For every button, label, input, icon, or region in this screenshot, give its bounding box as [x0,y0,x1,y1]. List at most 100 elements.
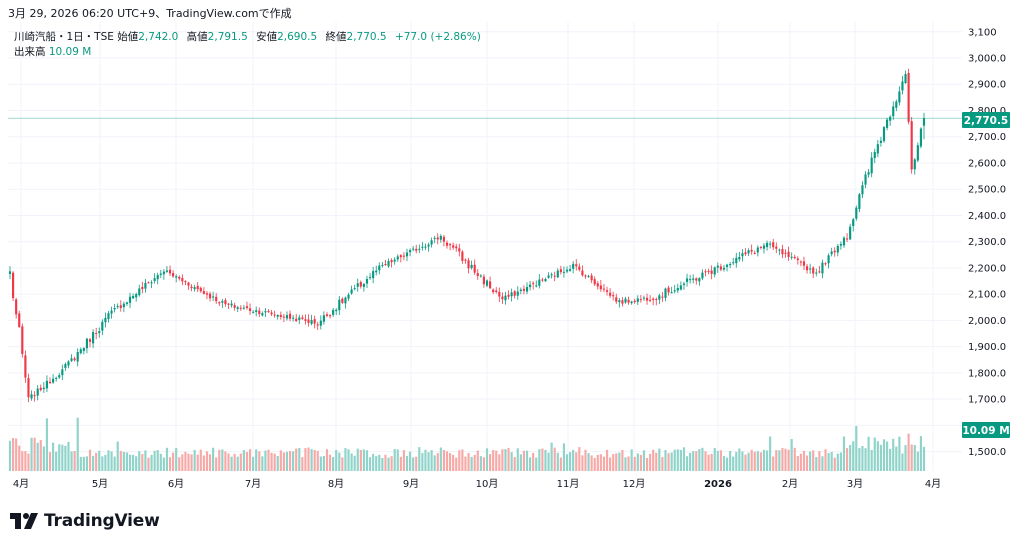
candle-body [922,118,926,126]
candle-body [889,116,892,121]
brand-footer[interactable]: TradingView [10,510,160,532]
candle-body [110,310,113,314]
volume-bar [910,444,913,471]
candle-body [162,271,165,275]
volume-bar [122,452,125,471]
candle-body [36,388,39,396]
volume-bar [393,449,396,471]
volume-bar [30,437,33,471]
candle-body [196,285,199,290]
time-tick-label: 6月 [168,478,184,490]
volume-bar [224,451,227,471]
volume-bar [408,451,412,471]
candle-body [544,279,547,282]
candle-body [793,256,796,259]
volume-bar [162,457,165,471]
volume-bar [325,449,329,471]
volume-bar [759,452,762,471]
candle-body [710,270,713,274]
brand-name: TradingView [44,511,160,531]
candle-body [455,246,458,249]
volume-bar [741,451,744,471]
volume-bars [8,417,926,471]
candle-body [529,284,532,288]
volume-bar [248,449,252,471]
candle-body [485,280,489,286]
candle-body [316,324,319,326]
volume-bar [92,455,95,471]
volume-bar [796,456,799,471]
candle-body [153,278,156,282]
volume-bar [532,452,535,471]
volume-bar [64,445,67,471]
volume-bar [230,456,233,471]
volume-bar [729,450,732,471]
candlestick-chart[interactable]: 3,100 3,000.0 2,900.0 2,800.0 2,700.0 2,600.0… [0,22,1024,494]
volume-bar [452,454,455,471]
candle-body [722,267,726,270]
candle-body [701,272,704,279]
volume-bar [98,450,101,471]
volume-bar [295,448,298,471]
candle-body [796,258,799,261]
volume-bar [58,444,61,471]
candle-body [442,236,445,242]
volume-bar [104,454,107,471]
candle-body [565,269,569,272]
volume-bar [661,457,664,471]
volume-bar [252,456,255,471]
candle-body [735,257,738,264]
volume-bar [855,426,858,471]
volume-bar [73,451,76,471]
volume-bar [36,442,39,471]
candle-body [418,248,421,250]
candle-body [187,282,190,286]
volume-bar [898,436,901,471]
candle-body [633,300,636,303]
volume-bar [421,452,424,471]
candle-body [375,270,378,273]
candle-body [76,351,79,362]
volume-bar [652,449,655,471]
candle-body [221,301,224,303]
volume-bar [627,456,630,471]
volume-bar [913,445,916,471]
candle-body [230,303,233,306]
candle-body [621,300,624,304]
candle-body [39,387,42,391]
volume-bar [578,447,581,471]
volume-bar [572,449,575,471]
volume-bar [670,452,673,471]
candle-body [479,275,482,277]
candle-body [415,248,418,251]
volume-bar [892,438,895,471]
candle-body [910,121,913,170]
volume-bar [387,457,390,471]
volume-bar [495,450,498,471]
candle-body [772,242,775,248]
volume-bar [202,455,205,471]
volume-bar [722,456,726,471]
ohlc-row: 川崎汽船・1日・TSE 始値2,742.0 高値2,791.5 安値2,690.… [14,30,486,45]
volume-bar [448,453,452,471]
candle-body [193,287,196,290]
candle-body [759,246,762,248]
candle-body [572,263,575,269]
volume-bar [190,454,193,471]
chart-legend: 川崎汽船・1日・TSE 始値2,742.0 高値2,791.5 安値2,690.… [14,30,486,60]
volume-bar [45,418,49,471]
candle-body [332,309,335,315]
candle-body [713,267,716,275]
candle-body [276,315,279,317]
volume-bar [858,448,861,471]
candle-body [255,310,258,312]
time-tick-label: 11月 [557,478,580,490]
volume-bar [384,454,387,471]
candle-body [433,237,436,239]
volume-bar [658,448,661,471]
candle-body [645,297,649,301]
candle-body [612,295,615,297]
volume-bar [889,448,892,471]
volume-bar [522,450,526,471]
volume-bar [713,447,716,471]
